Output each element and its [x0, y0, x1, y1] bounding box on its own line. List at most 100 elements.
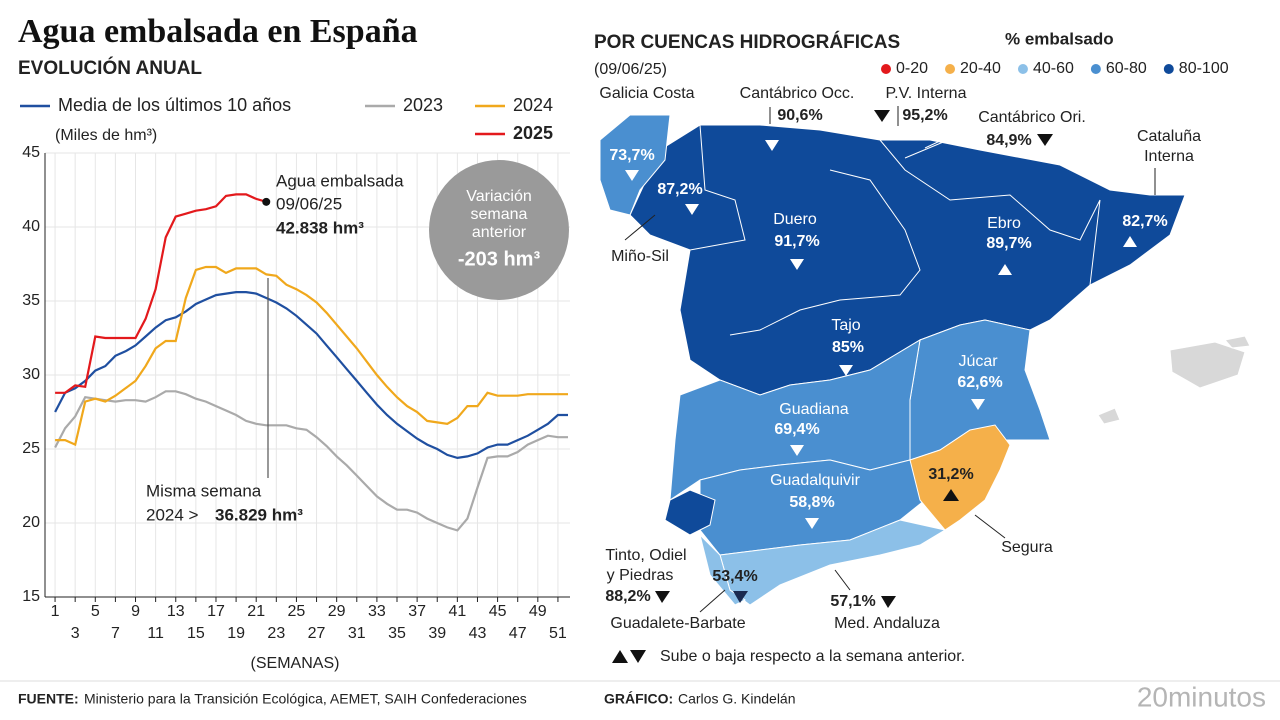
- x-tick-label: 13: [167, 603, 185, 620]
- leader-line: [699, 589, 726, 613]
- y-tick-label: 15: [22, 588, 40, 605]
- x-tick-label: 35: [388, 625, 406, 642]
- basin-guadalete: [699, 533, 746, 606]
- leader-line: [834, 569, 851, 591]
- x-tick-label: 5: [91, 603, 100, 620]
- basin-value: 89,7%: [986, 235, 1031, 252]
- x-tick-label: 31: [348, 625, 366, 642]
- legend-dot: [1163, 64, 1174, 74]
- x-tick-label: 21: [247, 603, 265, 620]
- basin-name: Cantábrico Occ.: [740, 85, 855, 102]
- y-tick-label: 35: [22, 292, 40, 309]
- footer-credit: Carlos G. Kindelán: [678, 691, 796, 707]
- variation-badge: [429, 160, 569, 300]
- annotation: 2024 >: [146, 505, 199, 524]
- annotation: Misma semana: [146, 481, 262, 500]
- basin-segura: [909, 424, 1011, 531]
- basin-name: Duero: [773, 211, 817, 228]
- leader-line: [974, 514, 1006, 539]
- basin-name: Med. Andaluza: [834, 615, 940, 632]
- basin-med-andaluza: [719, 519, 947, 606]
- x-tick-label: 45: [489, 603, 507, 620]
- x-tick-label: 41: [448, 603, 466, 620]
- annotation: Variación: [466, 188, 532, 205]
- basin-name: Cantábrico Ori.: [978, 109, 1086, 126]
- annotation: 42.838 hm³: [276, 218, 364, 237]
- basin-tinto: [664, 489, 716, 536]
- map-legend: 0-20 20-40 40-60 60-80 80-100: [881, 60, 1229, 77]
- basin-name: Guadalete-Barbate: [610, 615, 745, 632]
- basin-name: Galicia Costa: [599, 85, 694, 102]
- legend-label: 20-40: [960, 60, 1001, 77]
- basin-name: Guadiana: [779, 401, 848, 418]
- basin-value: 85%: [832, 339, 864, 356]
- x-tick-label: 37: [408, 603, 426, 620]
- series-line: [54, 291, 568, 460]
- trend-icon: [790, 445, 804, 456]
- x-tick-label: 33: [368, 603, 386, 620]
- footer-source: Ministerio para la Transición Ecológica,…: [84, 691, 527, 707]
- x-tick-label: 15: [187, 625, 205, 642]
- annotation: -203 hm³: [458, 248, 541, 270]
- trend-legend-icon: [612, 650, 646, 663]
- basin-value: 88,2%: [605, 588, 650, 605]
- basin-value: 90,6%: [777, 107, 822, 124]
- map-date: (09/06/25): [594, 61, 667, 78]
- footer-label: GRÁFICO:: [604, 691, 673, 707]
- map-title: POR CUENCAS HIDROGRÁFICAS: [594, 31, 900, 53]
- basin-name: Ebro: [987, 215, 1021, 232]
- x-tick-label: 7: [111, 625, 120, 642]
- title: Agua embalsada en España: [18, 13, 418, 50]
- basin-value: 53,4%: [712, 568, 757, 585]
- x-tick-label: 3: [71, 625, 80, 642]
- x-tick-label: 1: [51, 603, 60, 620]
- x-tick-label: 29: [328, 603, 346, 620]
- basin-galicia: [599, 114, 671, 216]
- trend-icon: [943, 489, 959, 501]
- legend-dot: [1090, 64, 1101, 74]
- trend-icon: [765, 140, 779, 151]
- series-line: [55, 265, 568, 447]
- basin-north: [629, 124, 1186, 396]
- leader-line: [624, 214, 656, 241]
- x-tick-label: 43: [469, 625, 487, 642]
- latest-point: [262, 197, 271, 206]
- legend-label: Media de los últimos 10 años: [58, 95, 291, 115]
- x-tick-label: 11: [147, 625, 164, 642]
- trend-icon: [805, 518, 819, 529]
- basin-name: Interna: [1144, 148, 1194, 165]
- legend-label: 2023: [403, 95, 443, 115]
- footer-label: FUENTE:: [18, 691, 79, 707]
- legend-dot: [881, 64, 891, 74]
- trend-icon: [790, 259, 804, 270]
- y-tick-label: 25: [22, 440, 40, 457]
- map: [599, 114, 1251, 606]
- x-tick-label: 27: [308, 625, 326, 642]
- leader-line: [904, 125, 973, 159]
- annotation: 09/06/25: [276, 194, 342, 213]
- y-axis-label: (Miles de hm³): [55, 127, 157, 144]
- basin-name: P.V. Interna: [886, 85, 967, 102]
- series-line: [55, 193, 267, 394]
- series-line: [54, 390, 568, 532]
- y-tick-label: 30: [22, 366, 40, 383]
- map-labels: Galicia Costa 73,7% Cantábrico Occ. 90,6…: [599, 85, 1201, 665]
- basin-name: Guadalquivir: [770, 472, 861, 489]
- legend-dot: [1017, 64, 1028, 74]
- basin-name: Miño-Sil: [611, 248, 669, 265]
- basin-value: 82,7%: [1122, 213, 1167, 230]
- x-tick-label: 9: [131, 603, 140, 620]
- x-tick-label: 19: [227, 625, 245, 642]
- y-tick-label: 20: [22, 514, 40, 531]
- x-tick-label: 49: [529, 603, 547, 620]
- basin-value: 87,2%: [657, 181, 702, 198]
- x-tick-label: 25: [288, 603, 306, 620]
- trend-icon: [971, 399, 985, 410]
- x-tick-label: 23: [267, 625, 285, 642]
- x-tick-label: 47: [509, 625, 527, 642]
- legend-label: 2024: [513, 95, 553, 115]
- annotation: anterior: [472, 224, 527, 241]
- basin-value: 91,7%: [774, 233, 819, 250]
- line-chart: 1520253035404513579111315171921232527293…: [20, 95, 570, 642]
- x-tick-label: 51: [549, 625, 567, 642]
